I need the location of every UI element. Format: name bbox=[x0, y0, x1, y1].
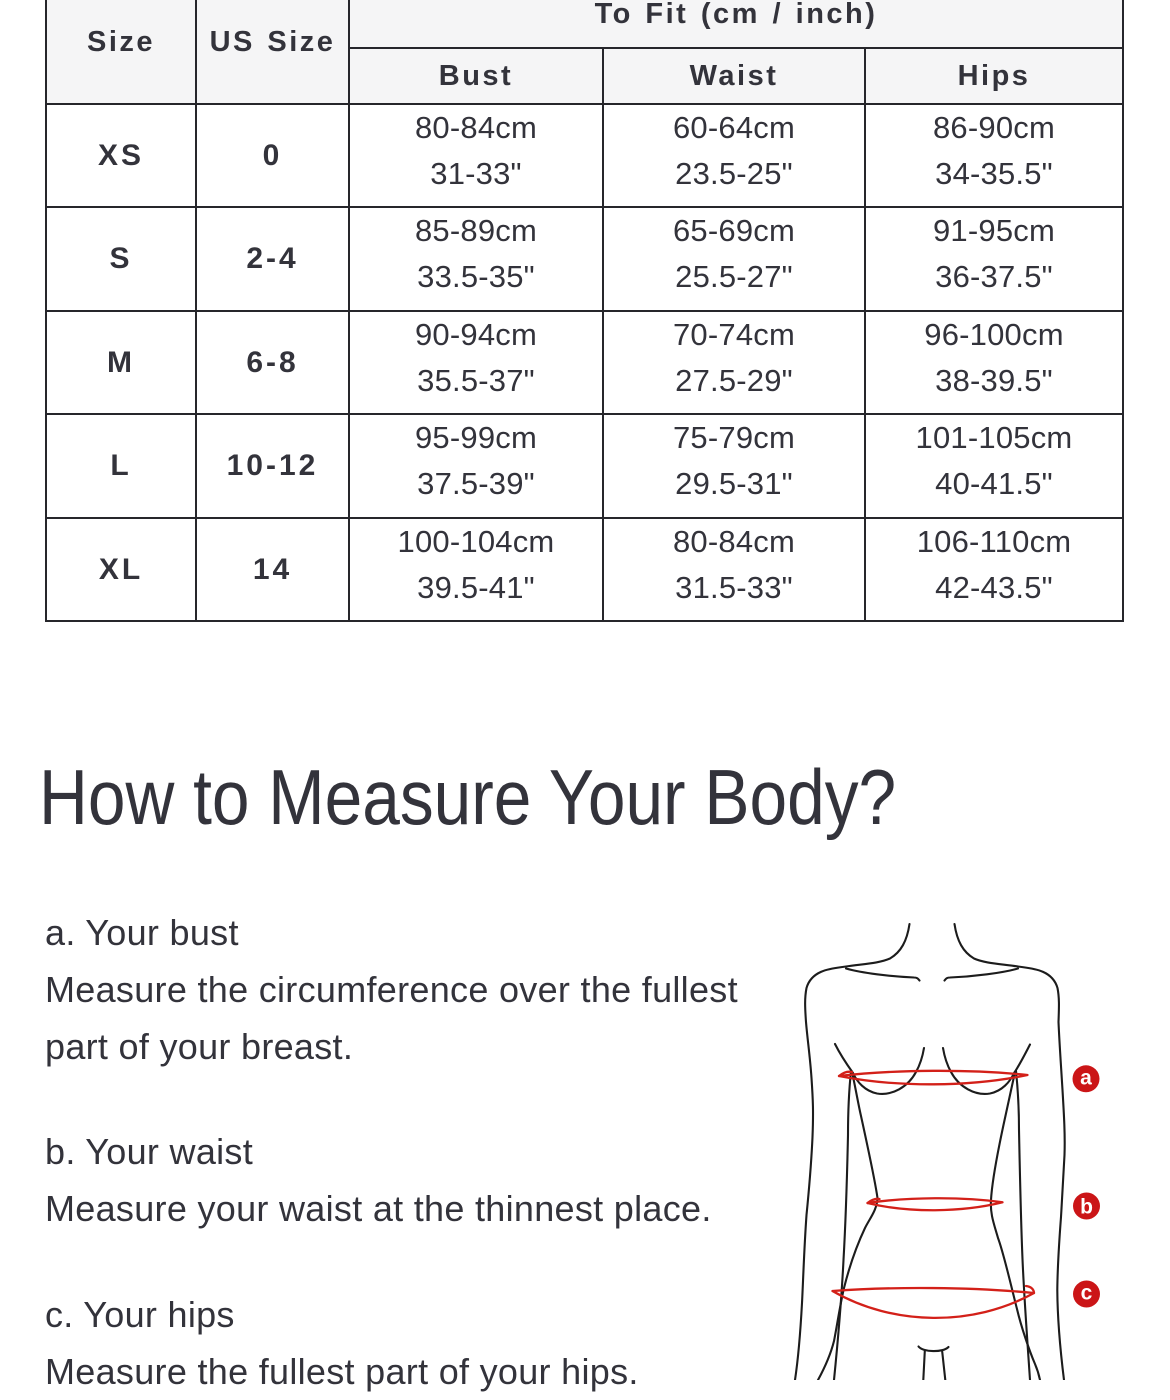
svg-text:a: a bbox=[1080, 1067, 1092, 1090]
svg-text:c: c bbox=[1081, 1282, 1093, 1305]
svg-text:b: b bbox=[1080, 1196, 1093, 1219]
